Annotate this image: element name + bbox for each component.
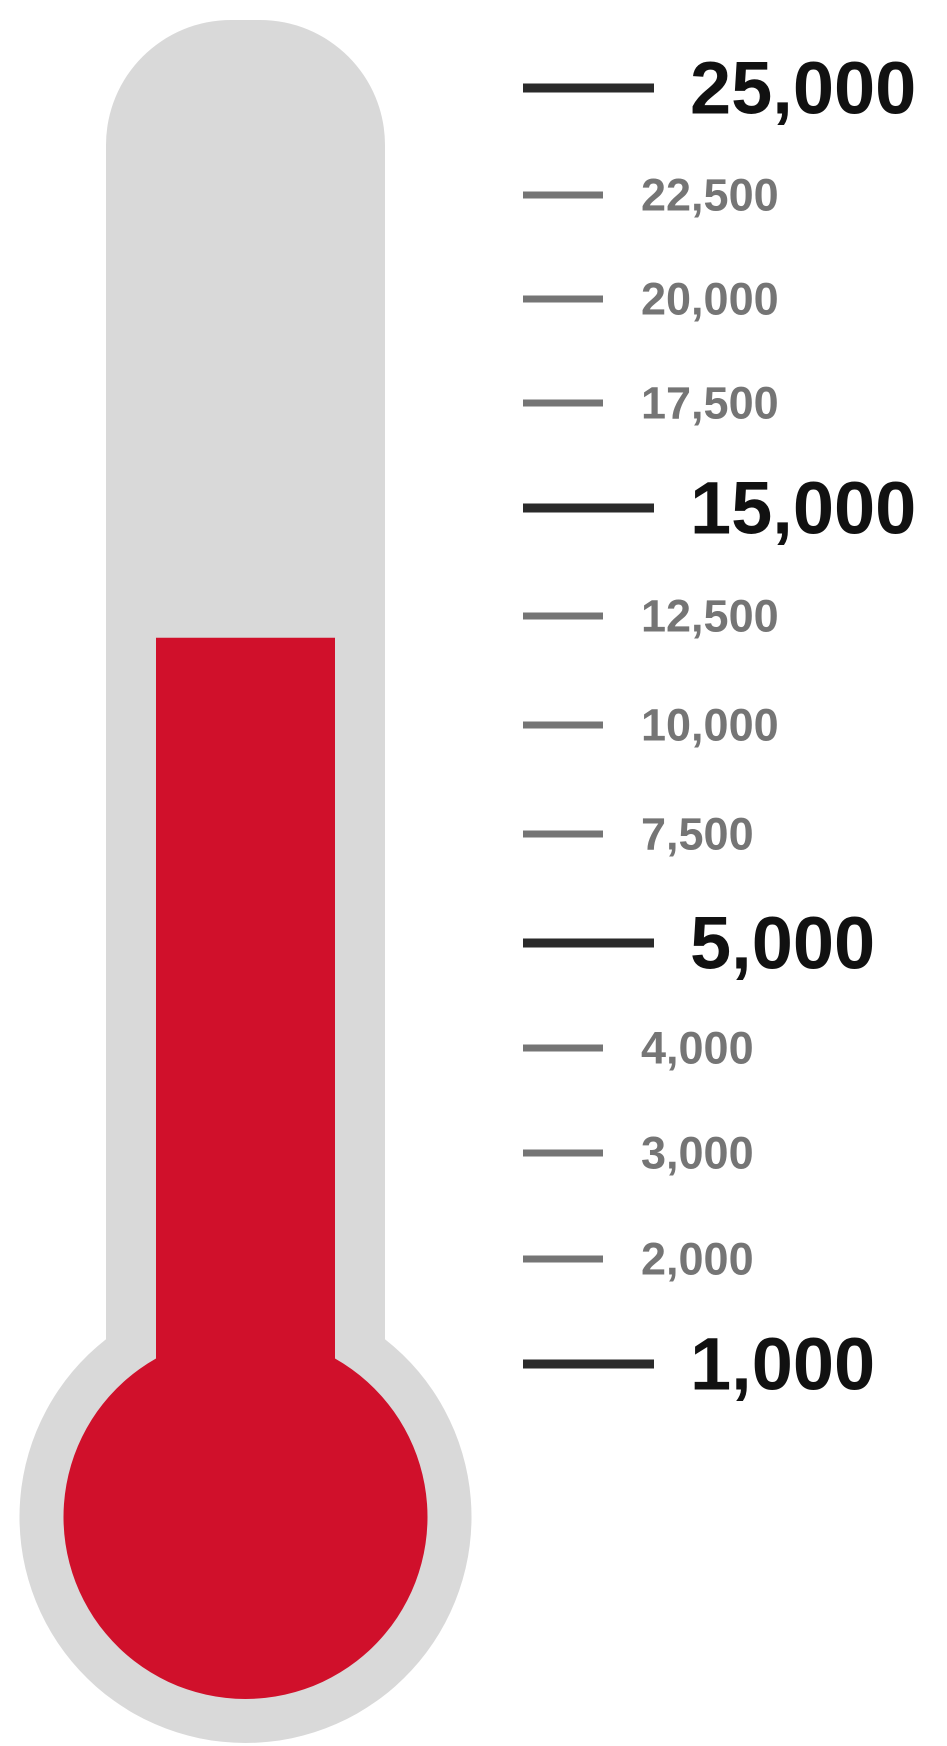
major-tick-label: 1,000 xyxy=(690,1323,875,1406)
major-tick-label: 25,000 xyxy=(690,47,916,130)
minor-tick-label: 7,500 xyxy=(641,809,754,860)
minor-tick-label: 2,000 xyxy=(641,1234,754,1285)
scale-ticks: 25,000 22,500 20,000 17,500 15,000 12,500 10,0… xyxy=(523,47,916,1406)
major-tick-label: 5,000 xyxy=(690,902,875,985)
minor-tick-label: 12,500 xyxy=(641,591,779,642)
fill-level xyxy=(63,637,428,1699)
minor-tick-label: 22,500 xyxy=(641,170,779,221)
minor-tick-label: 10,000 xyxy=(641,700,779,751)
major-tick-label: 15,000 xyxy=(690,467,916,550)
minor-tick-label: 3,000 xyxy=(641,1128,754,1179)
minor-tick-label: 20,000 xyxy=(641,274,779,325)
thermometer-fill xyxy=(63,637,428,1699)
minor-tick-label: 17,500 xyxy=(641,378,779,429)
minor-tick-label: 4,000 xyxy=(641,1023,754,1074)
